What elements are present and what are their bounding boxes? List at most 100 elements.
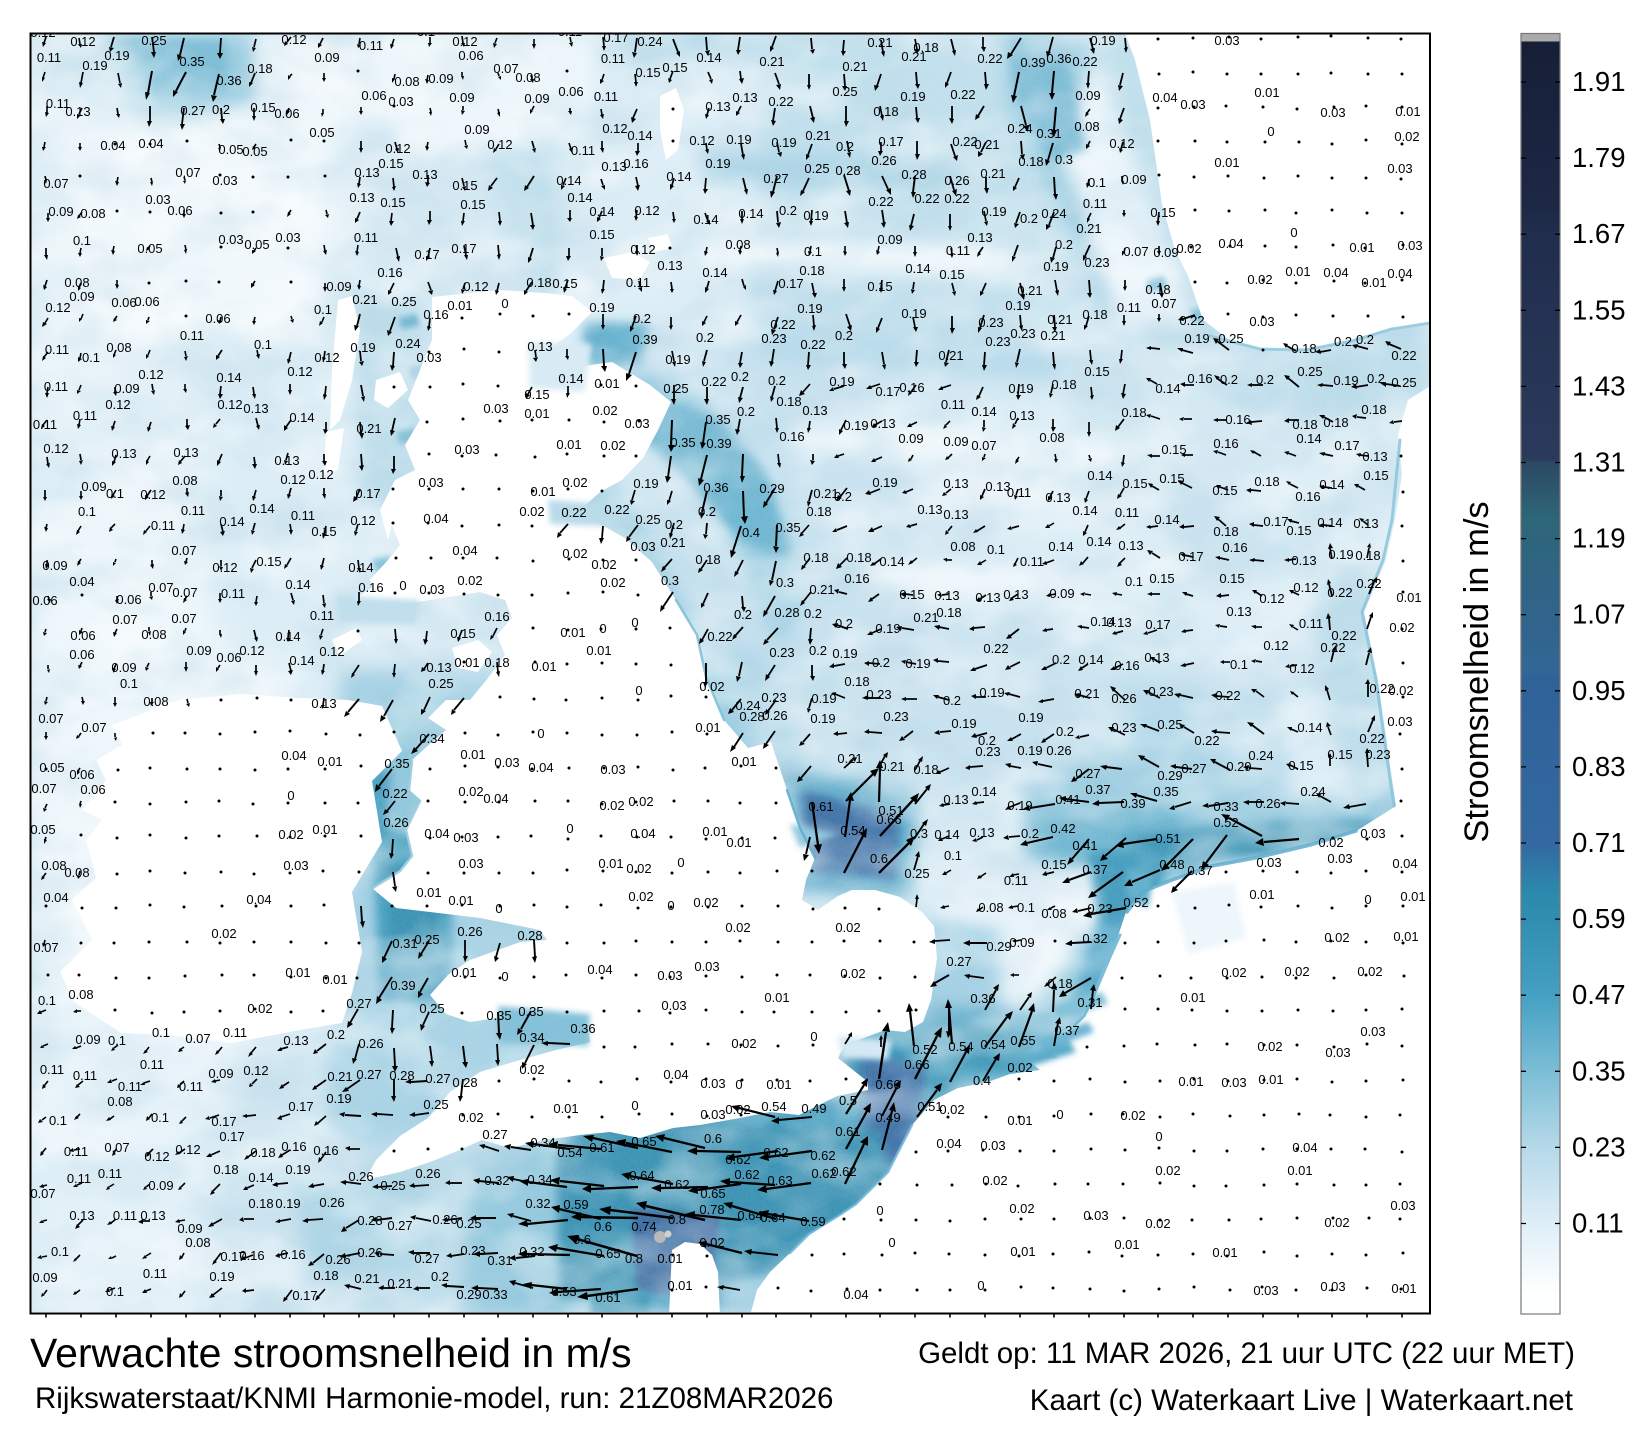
svg-text:0.18: 0.18 [873, 104, 898, 119]
svg-text:0.03: 0.03 [1360, 1024, 1385, 1039]
svg-text:0.22: 0.22 [1369, 681, 1394, 696]
svg-text:0.16: 0.16 [1213, 436, 1238, 451]
svg-text:0.15: 0.15 [1363, 468, 1388, 483]
svg-text:0.23: 0.23 [1365, 747, 1390, 762]
svg-text:0.18: 0.18 [1082, 307, 1107, 322]
svg-text:0.16: 0.16 [423, 307, 448, 322]
svg-text:0.65: 0.65 [700, 1186, 725, 1201]
svg-text:0.2: 0.2 [779, 203, 797, 218]
svg-text:0.27: 0.27 [1181, 761, 1206, 776]
svg-text:0.04: 0.04 [1292, 1140, 1317, 1155]
svg-text:0.08: 0.08 [1039, 430, 1064, 445]
svg-text:0.42: 0.42 [1050, 821, 1075, 836]
svg-text:0.6: 0.6 [870, 851, 888, 866]
svg-text:0.11: 0.11 [626, 275, 650, 290]
svg-text:0.19: 0.19 [900, 89, 925, 104]
svg-text:0.22: 0.22 [868, 194, 893, 209]
svg-text:0.27: 0.27 [1075, 766, 1100, 781]
svg-text:0.53: 0.53 [551, 1284, 576, 1299]
svg-text:0.12: 0.12 [487, 137, 512, 152]
svg-text:0.34: 0.34 [419, 731, 444, 746]
svg-text:0.12: 0.12 [280, 472, 305, 487]
svg-text:0.35: 0.35 [775, 520, 800, 535]
svg-text:0.02: 0.02 [591, 557, 616, 572]
svg-text:0.59: 0.59 [1572, 903, 1626, 934]
svg-text:0.01: 0.01 [1285, 264, 1310, 279]
svg-text:0.2: 0.2 [1056, 724, 1074, 739]
svg-text:0.12: 0.12 [138, 367, 163, 382]
svg-text:0.2: 0.2 [835, 616, 853, 631]
svg-text:0.06: 0.06 [361, 88, 386, 103]
svg-text:0.13: 0.13 [802, 403, 827, 418]
svg-text:0.2: 0.2 [665, 517, 683, 532]
svg-text:0: 0 [1290, 225, 1297, 240]
svg-text:0.34: 0.34 [530, 1135, 555, 1150]
svg-text:0.15: 0.15 [450, 626, 475, 641]
svg-text:0.24: 0.24 [735, 698, 760, 713]
svg-text:0.12: 0.12 [463, 279, 488, 294]
svg-text:0.8: 0.8 [668, 1212, 686, 1227]
svg-text:0.07: 0.07 [1151, 296, 1176, 311]
svg-text:0.01: 0.01 [460, 747, 485, 762]
svg-text:0.11: 0.11 [1115, 505, 1139, 520]
svg-text:0.17: 0.17 [292, 1288, 317, 1303]
svg-text:0.54: 0.54 [948, 1039, 973, 1054]
svg-text:0.64: 0.64 [737, 1208, 762, 1223]
svg-text:0.09: 0.09 [524, 91, 549, 106]
svg-text:0.11: 0.11 [40, 1062, 64, 1077]
svg-text:0.03: 0.03 [388, 94, 413, 109]
svg-text:0.27: 0.27 [414, 1251, 439, 1266]
svg-text:0.62: 0.62 [763, 1145, 788, 1160]
svg-text:0.01: 0.01 [1114, 1237, 1139, 1252]
svg-text:0.65: 0.65 [631, 1134, 656, 1149]
svg-text:0.2: 0.2 [834, 489, 852, 504]
svg-text:0.01: 0.01 [285, 965, 310, 980]
svg-text:0.17: 0.17 [414, 247, 439, 262]
svg-text:0: 0 [501, 969, 508, 984]
svg-text:0.19: 0.19 [771, 135, 796, 150]
svg-text:0.1: 0.1 [82, 350, 100, 365]
svg-text:0.18: 0.18 [313, 1268, 338, 1283]
svg-text:0.11: 0.11 [941, 397, 965, 412]
svg-text:0.14: 0.14 [1048, 539, 1073, 554]
svg-text:0.24: 0.24 [637, 34, 662, 49]
svg-text:0.08: 0.08 [141, 627, 166, 642]
svg-text:0.03: 0.03 [453, 830, 478, 845]
svg-text:0.11: 0.11 [180, 328, 204, 343]
svg-text:0.11: 0.11 [44, 379, 68, 394]
svg-text:0.51: 0.51 [878, 803, 903, 818]
svg-text:0.39: 0.39 [632, 332, 657, 347]
svg-text:0.11: 0.11 [73, 408, 97, 423]
svg-text:0.21: 0.21 [901, 49, 926, 64]
svg-text:0.14: 0.14 [289, 653, 314, 668]
svg-text:0.24: 0.24 [1248, 748, 1273, 763]
svg-text:0.25: 0.25 [1391, 375, 1416, 390]
svg-text:0.15: 0.15 [635, 65, 660, 80]
svg-text:0.19: 0.19 [1008, 381, 1033, 396]
svg-text:0.8: 0.8 [625, 1251, 643, 1266]
svg-text:0.18: 0.18 [250, 1145, 275, 1160]
svg-text:0.32: 0.32 [484, 1173, 509, 1188]
svg-text:0.13: 0.13 [975, 590, 1000, 605]
svg-text:0.3: 0.3 [1055, 152, 1073, 167]
svg-text:0.26: 0.26 [383, 815, 408, 830]
svg-text:0.12: 0.12 [70, 34, 95, 49]
svg-text:0.02: 0.02 [457, 573, 482, 588]
svg-text:0.08: 0.08 [1041, 906, 1066, 921]
svg-text:0.13: 0.13 [1106, 615, 1131, 630]
svg-text:0.11: 0.11 [118, 1079, 142, 1094]
svg-text:0.04: 0.04 [69, 574, 94, 589]
svg-text:0.02: 0.02 [1007, 1060, 1032, 1075]
svg-text:0.13: 0.13 [349, 190, 374, 205]
svg-text:0.19: 0.19 [1333, 373, 1358, 388]
svg-text:0.22: 0.22 [707, 629, 732, 644]
svg-text:0.21: 0.21 [1017, 283, 1042, 298]
svg-text:0.01: 0.01 [702, 824, 727, 839]
svg-text:0.21: 0.21 [813, 486, 838, 501]
svg-text:0.03: 0.03 [1390, 1198, 1415, 1213]
svg-text:0.16: 0.16 [280, 1247, 305, 1262]
svg-text:1.91: 1.91 [1572, 66, 1626, 97]
svg-text:0.21: 0.21 [354, 1271, 379, 1286]
svg-text:0.32: 0.32 [1082, 931, 1107, 946]
svg-text:0.21: 0.21 [1040, 328, 1065, 343]
